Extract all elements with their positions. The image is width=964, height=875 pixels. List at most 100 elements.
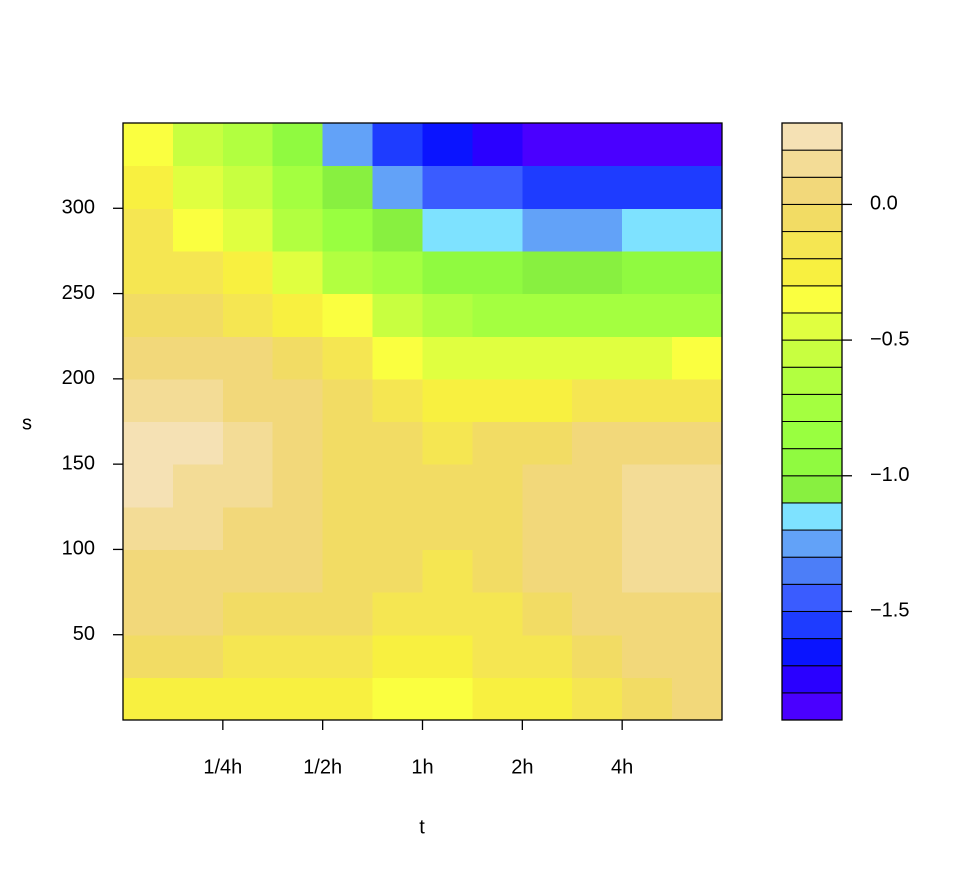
colorbar-band xyxy=(781,258,843,287)
contour-cell xyxy=(372,165,424,209)
contour-cell xyxy=(222,208,274,252)
contour-cell xyxy=(222,464,274,508)
contour-cell xyxy=(123,464,174,508)
contour-cell xyxy=(622,421,673,465)
contour-cell xyxy=(572,250,623,295)
colorbar-band xyxy=(781,502,843,531)
contour-cell xyxy=(172,293,224,337)
contour-cell xyxy=(222,677,274,721)
contour-cell xyxy=(123,336,174,380)
contour-cell xyxy=(172,421,224,465)
colorbar-band xyxy=(781,556,843,585)
contour-cell xyxy=(272,506,324,551)
contour-cell xyxy=(522,123,573,167)
contour-cell xyxy=(522,421,573,465)
contour-cell xyxy=(123,677,174,721)
contour-cell xyxy=(272,123,324,167)
contour-cell xyxy=(322,592,374,636)
colorbar-band xyxy=(781,665,843,694)
contour-cell xyxy=(472,464,523,508)
contour-cell xyxy=(322,549,374,593)
contour-cell xyxy=(123,592,174,636)
y-tick-label: 200 xyxy=(62,367,95,389)
contour-cell xyxy=(622,506,673,551)
contour-cell xyxy=(372,677,424,721)
y-tick-label: 150 xyxy=(62,452,95,474)
contour-cell xyxy=(672,549,723,593)
contour-cell xyxy=(572,464,623,508)
colorbar-band xyxy=(781,312,843,341)
contour-cell xyxy=(622,378,673,423)
colorbar-frame xyxy=(781,122,843,721)
contour-cell xyxy=(422,250,474,295)
contour-cell xyxy=(472,421,523,465)
contour-cell xyxy=(622,677,673,721)
contour-cell xyxy=(472,506,523,551)
contour-cell xyxy=(322,634,374,678)
contour-cell xyxy=(622,208,673,252)
contour-cell xyxy=(572,592,623,636)
contour-cell xyxy=(272,165,324,209)
contour-cell xyxy=(172,123,224,167)
contour-cell xyxy=(622,293,673,337)
contour-cell xyxy=(272,378,324,423)
contour-cell xyxy=(123,506,174,551)
contour-cell xyxy=(172,677,224,721)
contour-cell xyxy=(672,506,723,551)
colorbar-band xyxy=(781,339,843,368)
contour-cell xyxy=(572,549,623,593)
y-axis-label: s xyxy=(22,412,32,434)
contour-cell xyxy=(422,677,474,721)
contour-cell xyxy=(572,421,623,465)
contour-cell xyxy=(522,549,573,593)
colorbar-band xyxy=(781,692,843,721)
contour-cell xyxy=(422,421,474,465)
contour-cell xyxy=(572,208,623,252)
contour-cell xyxy=(222,506,274,551)
contour-cell xyxy=(172,208,224,252)
colorbar-band xyxy=(781,638,843,667)
contour-cell xyxy=(472,634,523,678)
contour-cell xyxy=(572,634,623,678)
colorbar-band xyxy=(781,176,843,205)
contour-cell xyxy=(322,506,374,551)
contour-cell xyxy=(372,506,424,551)
contour-cell xyxy=(472,549,523,593)
contour-cell xyxy=(522,634,573,678)
contour-cell xyxy=(572,336,623,380)
contour-cell xyxy=(272,464,324,508)
contour-cell xyxy=(422,634,474,678)
contour-cell xyxy=(123,378,174,423)
contour-cell xyxy=(272,421,324,465)
contour-cell xyxy=(472,378,523,423)
contour-cell xyxy=(322,165,374,209)
contour-cell xyxy=(672,634,723,678)
contour-cell xyxy=(222,549,274,593)
contour-cell xyxy=(272,250,324,295)
contour-cell xyxy=(522,293,573,337)
colorbar-band xyxy=(781,393,843,423)
contour-cell xyxy=(672,677,723,721)
contour-cell xyxy=(222,165,274,209)
contour-cell xyxy=(372,549,424,593)
contour-cell xyxy=(522,165,573,209)
contour-cell xyxy=(372,250,424,295)
contour-cell xyxy=(522,592,573,636)
contour-cell xyxy=(172,250,224,295)
contour-cell xyxy=(322,336,374,380)
contour-cell xyxy=(672,293,723,337)
contour-cell xyxy=(322,123,374,167)
contour-cell xyxy=(522,677,573,721)
contour-cell xyxy=(522,506,573,551)
contour-cell xyxy=(672,123,723,167)
contour-cell xyxy=(472,123,523,167)
contour-cell xyxy=(622,464,673,508)
contour-cell xyxy=(472,336,523,380)
contour-cell xyxy=(572,165,623,209)
contour-cell xyxy=(123,549,174,593)
contour-cell xyxy=(522,378,573,423)
x-axis-label: t xyxy=(419,816,425,838)
contour-cell xyxy=(222,378,274,423)
contour-cell xyxy=(472,250,523,295)
